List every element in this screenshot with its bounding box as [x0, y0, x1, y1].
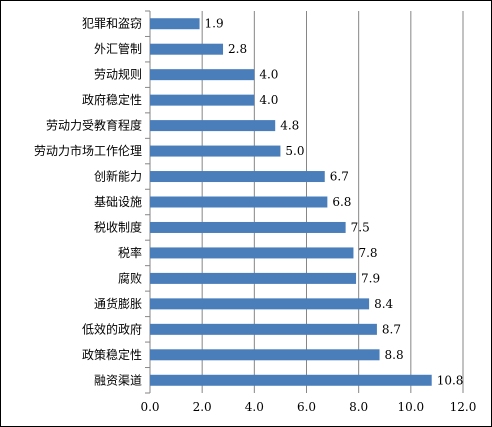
bar-8 — [150, 196, 328, 208]
category-label-6: 劳动力市场工作伦理 — [34, 143, 142, 158]
value-label-12: 8.4 — [374, 297, 393, 311]
category-label-3: 劳动规则 — [94, 67, 142, 82]
category-label-4: 政府稳定性 — [82, 92, 142, 107]
bar-6 — [150, 145, 281, 157]
category-label-14: 政策稳定性 — [82, 347, 142, 362]
x-tick-label-6: 12.0 — [450, 400, 477, 414]
bar-1 — [150, 18, 200, 30]
x-tick-label-3: 6.0 — [297, 400, 316, 414]
category-label-12: 通货膨胀 — [94, 296, 142, 311]
bar-3 — [150, 69, 255, 81]
bar-2 — [150, 43, 224, 55]
bar-4 — [150, 94, 255, 106]
x-tick-label-2: 4.0 — [245, 400, 264, 414]
category-label-15: 融资渠道 — [94, 373, 142, 387]
category-label-10: 税率 — [118, 245, 142, 260]
category-label-13: 低效的政府 — [82, 321, 142, 336]
bar-7 — [150, 171, 325, 183]
bar-10 — [150, 247, 354, 259]
value-label-4: 4.0 — [259, 93, 278, 107]
category-label-11: 腐败 — [118, 270, 142, 285]
value-label-11: 7.9 — [361, 271, 380, 285]
value-label-6: 5.0 — [285, 144, 304, 158]
value-label-2: 2.8 — [228, 42, 247, 56]
value-label-13: 8.7 — [382, 322, 401, 336]
bar-12 — [150, 298, 370, 310]
x-tick-label-0: 0.0 — [140, 400, 159, 414]
value-label-9: 7.5 — [351, 220, 370, 234]
bar-14 — [150, 349, 380, 361]
bar-15 — [150, 374, 432, 386]
category-label-9: 税收制度 — [94, 219, 142, 234]
value-label-5: 4.8 — [280, 119, 299, 133]
value-label-15: 10.8 — [437, 373, 464, 387]
x-tick-label-4: 8.0 — [349, 400, 368, 414]
bar-9 — [150, 221, 346, 233]
value-label-1: 1.9 — [205, 17, 224, 31]
value-label-10: 7.8 — [358, 246, 377, 260]
value-label-8: 6.8 — [332, 195, 351, 209]
category-label-5: 劳动力受教育程度 — [46, 118, 142, 133]
bar-13 — [150, 323, 377, 335]
x-tick-label-5: 10.0 — [397, 400, 424, 414]
category-label-2: 外汇管制 — [94, 41, 142, 56]
bar-5 — [150, 120, 276, 132]
value-label-3: 4.0 — [259, 68, 278, 82]
category-label-7: 创新能力 — [94, 169, 142, 184]
value-label-7: 6.7 — [330, 170, 349, 184]
value-label-14: 8.8 — [385, 348, 404, 362]
category-label-1: 犯罪和盗窃 — [82, 16, 142, 31]
category-label-8: 基础设施 — [94, 195, 142, 209]
bar-11 — [150, 272, 357, 284]
x-tick-label-1: 2.0 — [193, 400, 212, 414]
